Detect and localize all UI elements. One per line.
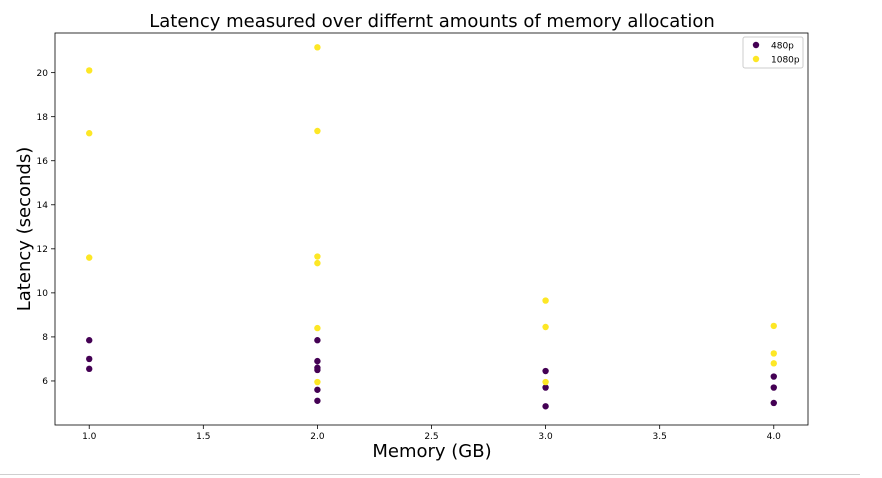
- x-tick-label: 4.0: [767, 432, 782, 442]
- y-tick-label: 20: [37, 69, 49, 79]
- data-point-1080p: [542, 323, 549, 331]
- data-point-1080p: [314, 324, 321, 332]
- axes: 1.0 1.5 2.0 2.5 3.0 3.5 4.0 6 8 10 12 14 16 18 20: [37, 32, 809, 442]
- x-tick-label: 3.5: [653, 432, 667, 442]
- y-axis-label: Latency (seconds): [14, 147, 35, 312]
- y-tick-label: 14: [37, 201, 49, 211]
- x-axis-label: Memory (GB): [372, 441, 491, 462]
- data-point-480p: [86, 365, 93, 373]
- x-tick-label: 3.0: [538, 432, 553, 442]
- data-point-480p: [770, 399, 777, 407]
- data-point-480p: [314, 397, 321, 404]
- data-point-1080p: [770, 360, 777, 367]
- data-point-480p: [542, 367, 549, 375]
- y-tick-label: 16: [37, 157, 49, 167]
- y-tick-label: 8: [42, 333, 48, 343]
- data-point-480p: [86, 337, 93, 344]
- data-point-1080p: [86, 254, 93, 261]
- data-point-1080p: [314, 253, 321, 260]
- data-point-1080p: [542, 378, 549, 386]
- x-tick-label: 1.0: [82, 432, 97, 442]
- data-point-1080p: [314, 259, 321, 267]
- legend-label-1080p: 1080p: [771, 56, 800, 66]
- bottom-divider: [0, 474, 860, 475]
- y-tick-label: 12: [37, 245, 48, 255]
- data-point-480p: [542, 384, 549, 391]
- x-tick-label: 2.0: [310, 432, 325, 442]
- y-tick-label: 10: [37, 289, 49, 299]
- x-tick-label: 1.5: [196, 432, 210, 442]
- legend-swatch-480p: [752, 41, 760, 49]
- y-tick-label: 6: [42, 377, 48, 387]
- data-point-1080p: [314, 378, 321, 386]
- data-point-480p: [770, 384, 777, 391]
- data-point-1080p: [86, 67, 93, 74]
- legend-swatch-1080p: [752, 55, 760, 63]
- series-480p: [86, 337, 777, 410]
- data-points: [86, 44, 777, 410]
- chart-title: Latency measured over differnt amounts o…: [149, 11, 715, 32]
- data-point-480p: [314, 337, 321, 344]
- data-point-480p: [770, 373, 777, 380]
- x-tick-label: 2.5: [424, 432, 438, 442]
- data-point-1080p: [770, 322, 777, 330]
- legend-label-480p: 480p: [771, 42, 794, 52]
- legend: 480p 1080p: [742, 36, 804, 69]
- data-point-1080p: [770, 350, 777, 357]
- data-point-480p: [86, 355, 93, 363]
- data-point-1080p: [314, 127, 321, 135]
- data-point-1080p: [542, 297, 549, 304]
- data-point-480p: [314, 366, 321, 374]
- data-point-1080p: [314, 44, 321, 51]
- data-point-1080p: [86, 130, 93, 137]
- data-point-480p: [542, 403, 549, 410]
- plot-frame: [54, 32, 809, 426]
- series-1080p: [86, 44, 777, 386]
- data-point-480p: [314, 386, 321, 393]
- data-point-480p: [314, 357, 321, 365]
- y-tick-label: 18: [37, 113, 49, 123]
